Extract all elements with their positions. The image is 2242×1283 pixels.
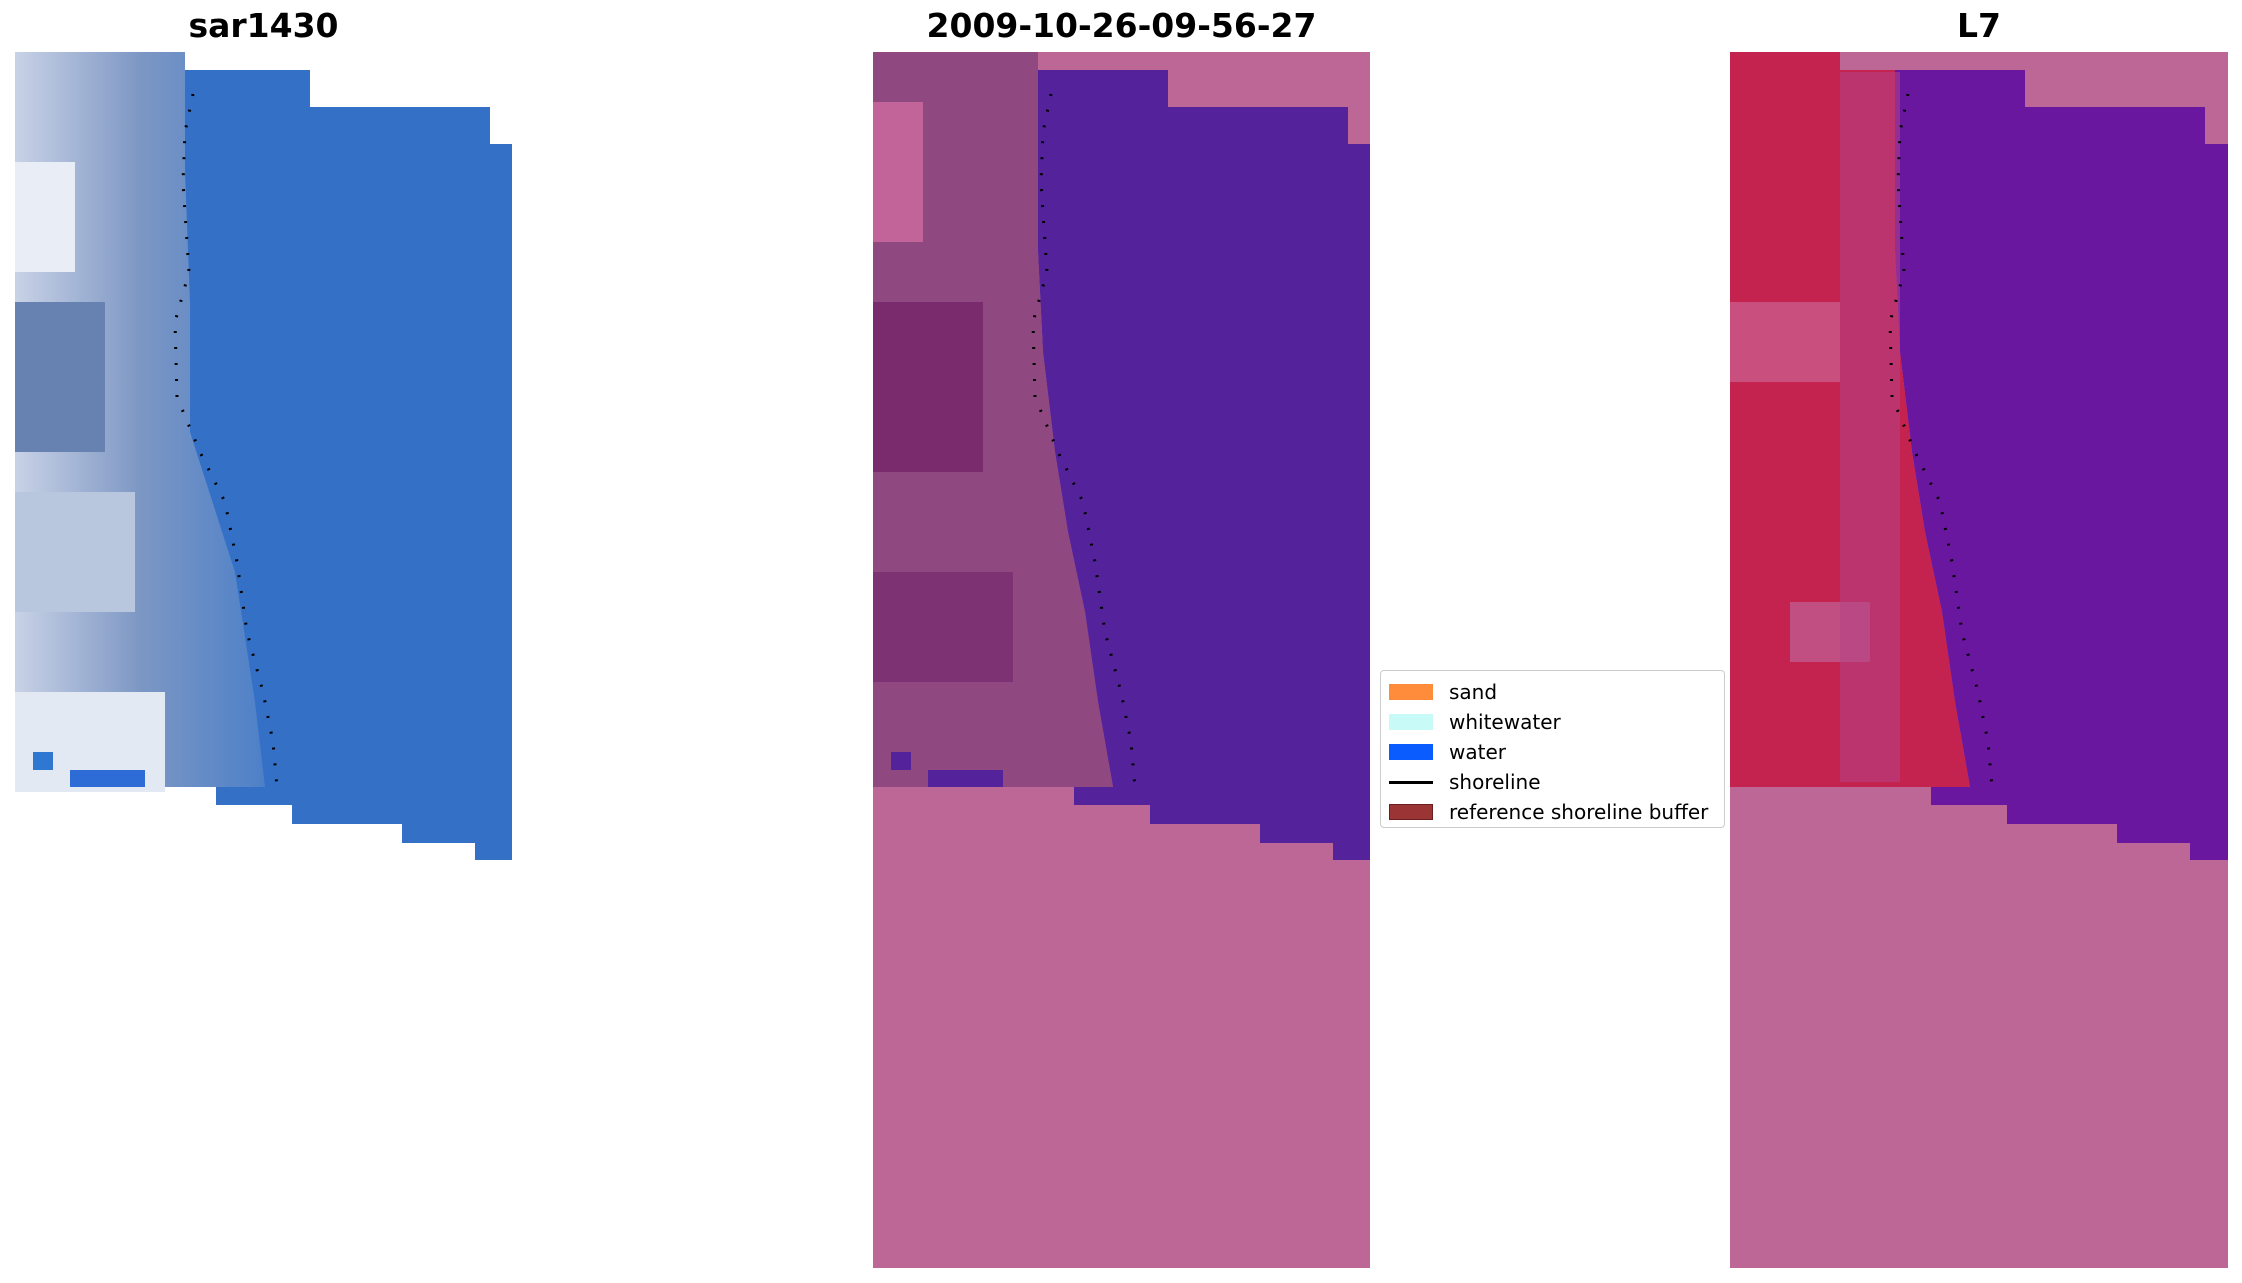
panel-title-rgb: sar1430 [188, 6, 339, 45]
legend-label: water [1449, 740, 1506, 764]
shoreline-line-swatch [1389, 780, 1433, 784]
classified-sand-patch [873, 102, 923, 242]
legend-label: shoreline [1449, 770, 1541, 794]
whitewater-swatch [1389, 714, 1433, 730]
water-swatch [1389, 744, 1433, 760]
legend-label: sand [1449, 680, 1498, 704]
legend: sand whitewater water shoreline referenc… [1380, 670, 1725, 828]
reference-buffer-swatch [1389, 804, 1433, 820]
legend-label: reference shoreline buffer [1449, 800, 1709, 824]
legend-item-shoreline: shoreline [1389, 767, 1716, 797]
classified-sand-patch [873, 572, 1013, 682]
legend-item-water: water [1389, 737, 1716, 767]
legend-item-reference-buffer: reference shoreline buffer [1389, 797, 1716, 827]
panel-title-classified: 2009-10-26-09-56-27 [926, 6, 1317, 45]
sand-swatch [1389, 684, 1433, 700]
panel-title-index: L7 [1957, 6, 2001, 45]
classified-sand-patch [873, 302, 983, 472]
legend-item-whitewater: whitewater [1389, 707, 1716, 737]
index-image-panel [1730, 52, 2228, 1268]
classified-water-patch [928, 770, 1003, 787]
classified-water-area [1038, 70, 1370, 860]
index-land-patch [1730, 302, 1840, 382]
legend-item-sand: sand [1389, 677, 1716, 707]
classified-image-panel [873, 52, 1370, 1268]
index-transition-zone [1840, 72, 1900, 782]
legend-label: whitewater [1449, 710, 1561, 734]
classified-water-patch [891, 752, 911, 770]
rgb-land-area [15, 52, 265, 792]
index-water-area [1895, 70, 2228, 860]
rgb-image-panel [15, 52, 512, 860]
